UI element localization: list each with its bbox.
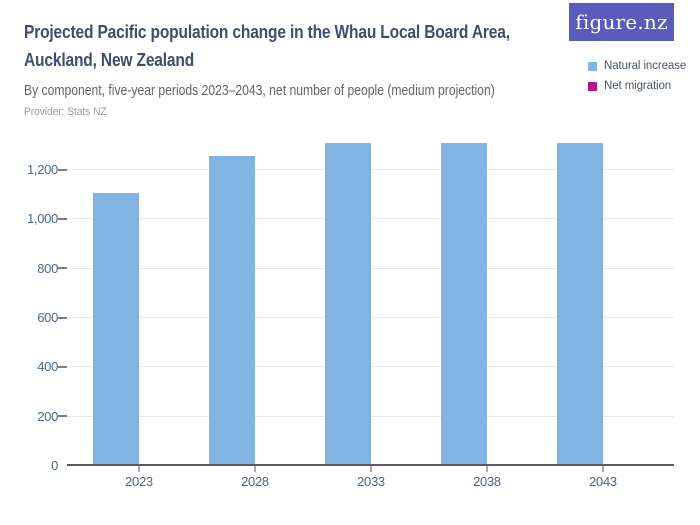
bar-natural-increase-2028 xyxy=(209,155,255,464)
x-tick-label: 2023 xyxy=(125,474,153,489)
y-axis-tick xyxy=(58,267,67,270)
y-tick-label: 1,200 xyxy=(26,162,58,177)
figurenz-logo-text: figure.nz xyxy=(575,10,668,34)
provider-label: Provider: Stats NZ xyxy=(24,106,107,118)
y-axis-tick xyxy=(58,217,67,220)
figurenz-logo[interactable]: figure.nz xyxy=(569,3,674,41)
x-axis-tick xyxy=(138,466,140,472)
x-axis-line xyxy=(67,464,674,466)
y-tick-label: 200 xyxy=(37,408,58,424)
x-axis-tick xyxy=(254,466,256,472)
bar-natural-increase-2023 xyxy=(93,192,139,464)
legend-label-net-migration: Net migration xyxy=(604,80,672,92)
legend-item-net-migration: Net migration xyxy=(588,76,686,96)
y-axis-tick xyxy=(58,168,67,171)
x-tick-label: 2033 xyxy=(357,474,385,489)
natural-increase-swatch-icon xyxy=(588,61,597,71)
legend-label-natural-increase: Natural increase xyxy=(604,60,687,72)
chart-legend: Natural increase Net migration xyxy=(588,56,686,96)
y-axis-tick xyxy=(58,316,67,319)
bar-natural-increase-2043 xyxy=(557,143,603,464)
x-axis-tick xyxy=(486,466,488,472)
y-tick-label: 800 xyxy=(37,260,58,276)
legend-item-natural-increase: Natural increase xyxy=(588,56,686,76)
y-tick-label: 0 xyxy=(51,458,58,473)
y-axis-tick xyxy=(58,415,67,418)
y-tick-label: 400 xyxy=(37,359,58,375)
x-axis-tick xyxy=(602,466,604,472)
x-tick-label: 2038 xyxy=(473,474,501,489)
x-tick-label: 2028 xyxy=(241,474,269,489)
y-tick-label: 600 xyxy=(37,310,58,325)
x-tick-label: 2043 xyxy=(589,474,617,489)
y-axis-tick xyxy=(58,365,67,368)
chart-title: Projected Pacific population change in t… xyxy=(24,21,510,70)
bar-natural-increase-2033 xyxy=(325,143,371,464)
chart-subtitle: By component, five-year periods 2023–204… xyxy=(24,82,495,99)
y-tick-label: 1,000 xyxy=(26,211,58,227)
bar-natural-increase-2038 xyxy=(441,143,487,464)
net-migration-swatch-icon xyxy=(588,81,597,91)
x-axis-tick xyxy=(370,466,372,472)
